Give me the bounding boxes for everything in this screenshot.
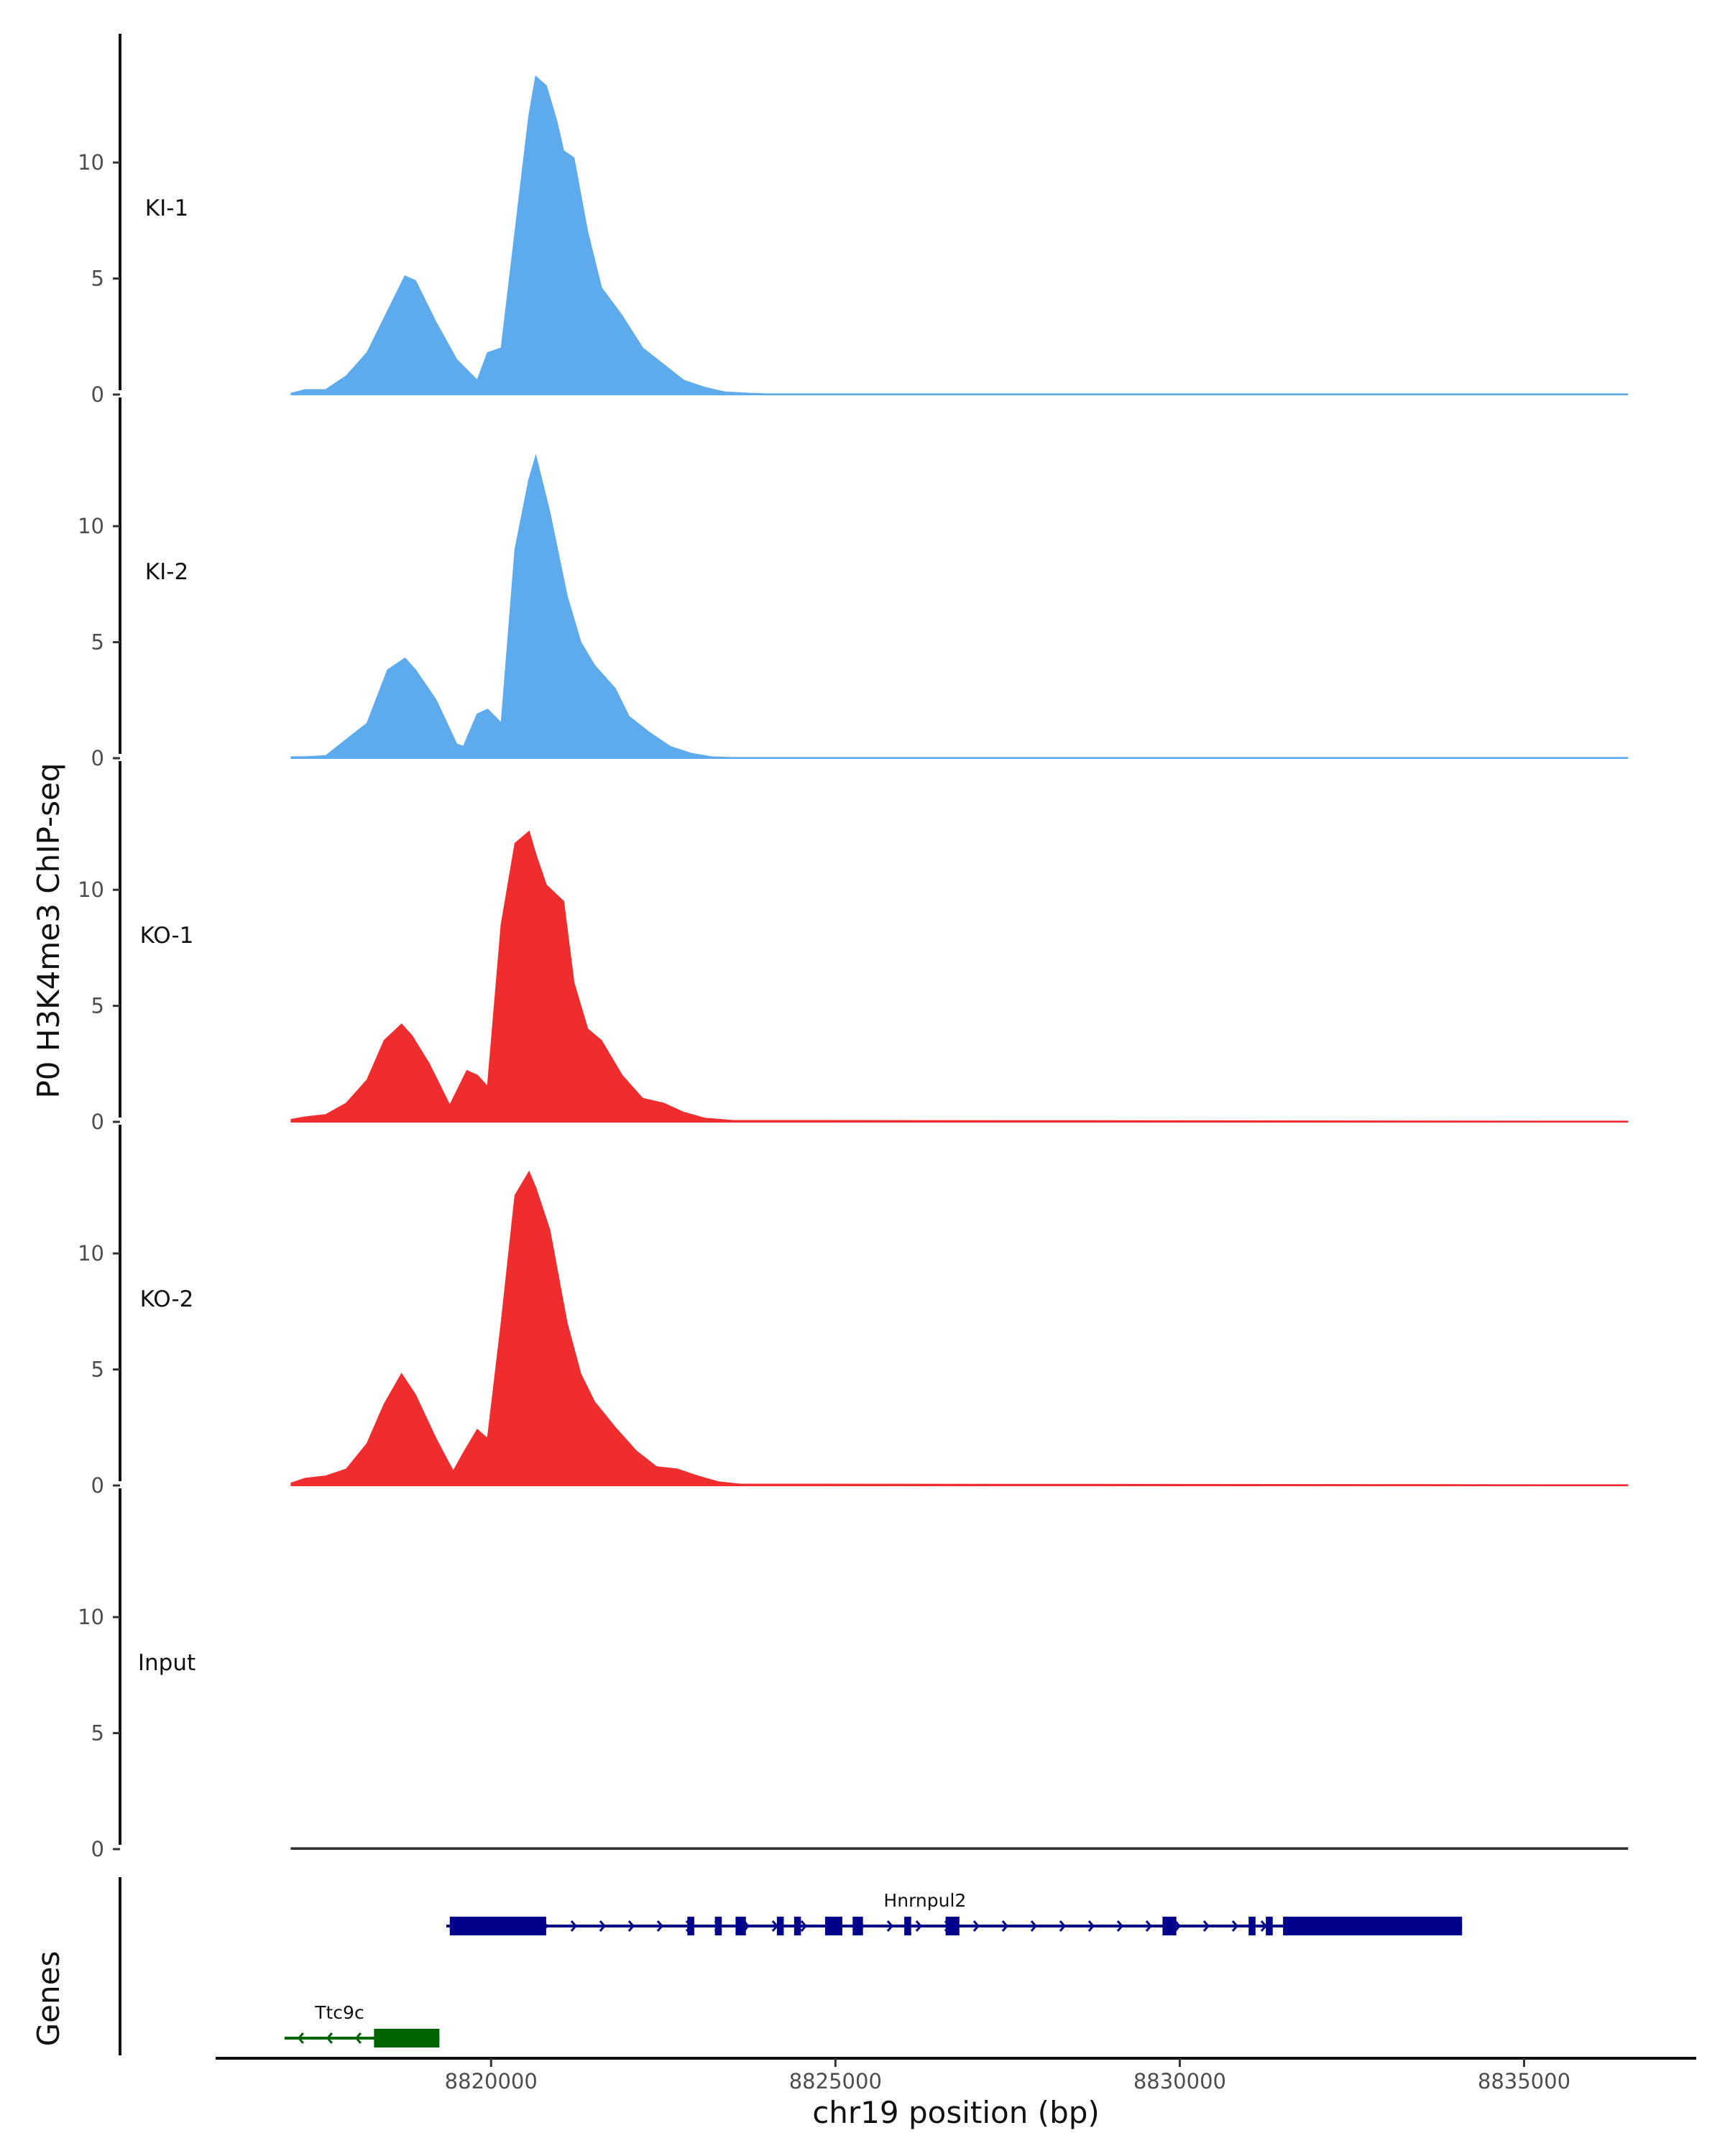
strand-arrow-icon (1202, 1920, 1210, 1932)
y-tick-label: 10 (78, 1605, 104, 1629)
strand-arrow-icon (915, 1920, 922, 1932)
y-tick-label: 10 (78, 1241, 104, 1266)
coverage-tracks: 0 5 10 KI-1 0 5 10 KI-2 0 5 10 KO-1 0 5 10 KO-2 0 5 10 Inpu… (78, 34, 1629, 1861)
strand-arrow-icon (570, 1920, 577, 1932)
coverage-area-input (290, 1847, 1629, 1850)
gene-exon (1248, 1917, 1256, 1935)
track-ki-2: 0 5 10 KI-2 (78, 397, 1629, 770)
track-input: 0 5 10 Input (78, 1488, 1629, 1861)
strand-arrow-icon (1087, 1920, 1095, 1932)
gene-track: Hnrnpul2 Ttc9c (119, 1877, 1463, 2055)
strand-arrow-icon (297, 2032, 304, 2044)
coverage-area-ko-1 (290, 830, 1629, 1123)
gene-exon (1266, 1917, 1273, 1935)
coverage-area-ko-2 (290, 1170, 1629, 1486)
gene-exon (794, 1917, 801, 1935)
track-label: KI-2 (145, 559, 188, 585)
gene-exon (904, 1917, 911, 1935)
x-tick-label: 8825000 (789, 2069, 882, 2093)
strand-arrow-icon (656, 1920, 663, 1932)
y-tick-label: 5 (91, 267, 104, 291)
strand-arrow-icon (800, 1920, 807, 1932)
gene-exon (735, 1917, 746, 1935)
y-axis-title: P0 H3K4me3 ChIP-seq (31, 763, 66, 1098)
strand-arrow-icon (1030, 1920, 1037, 1932)
gene-exon (945, 1917, 960, 1935)
strand-arrow-icon (1260, 1920, 1267, 1932)
gene-exon (852, 1917, 863, 1935)
y-tick-label: 0 (91, 382, 104, 407)
x-tick-label: 8830000 (1133, 2069, 1226, 2093)
x-axis: 8820000 8825000 8830000 8835000 (216, 2057, 1696, 2093)
y-tick-label: 0 (91, 1473, 104, 1498)
strand-arrow-icon (1145, 1920, 1152, 1932)
strand-arrow-icon (1174, 1920, 1181, 1932)
strand-arrow-icon (354, 2032, 362, 2044)
strand-arrow-icon (1059, 1920, 1066, 1932)
x-tick-label: 8820000 (445, 2069, 538, 2093)
strand-arrow-icon (1001, 1920, 1008, 1932)
strand-arrow-icon (627, 1920, 635, 1932)
y-tick-label: 5 (91, 630, 104, 655)
strand-arrow-icon (326, 2032, 333, 2044)
y-tick-label: 5 (91, 994, 104, 1018)
gene-exon (714, 1917, 722, 1935)
strand-arrow-icon (1116, 1920, 1123, 1932)
x-axis-title: chr19 position (bp) (812, 2095, 1100, 2130)
track-ki-1: 0 5 10 KI-1 (78, 34, 1629, 407)
gene-exon (449, 1917, 546, 1935)
gene-exon (824, 1917, 842, 1935)
coverage-area-ki-2 (290, 453, 1629, 759)
track-label: KI-1 (145, 195, 188, 221)
x-tick-label: 8835000 (1478, 2069, 1570, 2093)
gene-exon (776, 1917, 784, 1935)
y-tick-label: 10 (78, 514, 104, 538)
y-tick-label: 5 (91, 1721, 104, 1746)
strand-arrow-icon (1231, 1920, 1238, 1932)
strand-arrow-icon (599, 1920, 606, 1932)
coverage-area-ki-1 (290, 75, 1629, 395)
track-label: Input (138, 1650, 196, 1676)
gene-exon (374, 2029, 440, 2047)
y-tick-label: 0 (91, 1110, 104, 1134)
track-ko-1: 0 5 10 KO-1 (78, 761, 1629, 1134)
genes-axis-title: Genes (31, 1951, 66, 2047)
strand-arrow-icon (972, 1920, 980, 1932)
y-tick-label: 0 (91, 746, 104, 770)
gene-exon (1162, 1917, 1177, 1935)
gene-label: Ttc9c (314, 2002, 364, 2023)
strand-arrow-icon (886, 1920, 893, 1932)
gene-label: Hnrnpul2 (883, 1890, 966, 1911)
y-tick-label: 10 (78, 877, 104, 902)
gene-hnrnpul2: Hnrnpul2 (446, 1890, 1463, 1935)
gene-exon (687, 1917, 694, 1935)
track-ko-2: 0 5 10 KO-2 (78, 1125, 1629, 1498)
y-tick-label: 10 (78, 150, 104, 175)
gene-exon (1283, 1917, 1463, 1935)
y-tick-label: 0 (91, 1837, 104, 1861)
y-tick-label: 5 (91, 1358, 104, 1382)
track-label: KO-2 (140, 1286, 194, 1312)
track-label: KO-1 (140, 923, 194, 949)
gene-ttc9c: Ttc9c (284, 2002, 440, 2047)
